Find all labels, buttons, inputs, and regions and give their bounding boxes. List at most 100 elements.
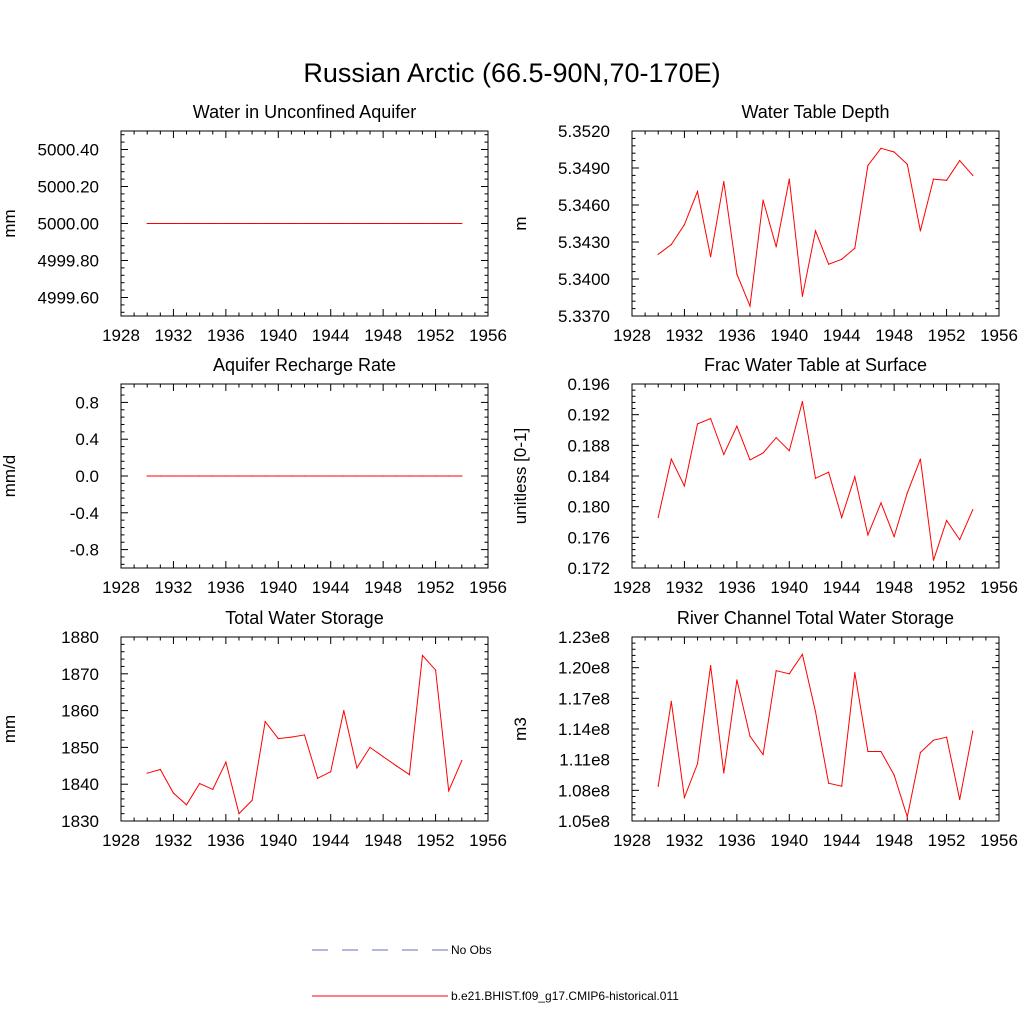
data-point [264, 721, 266, 723]
y-tick-label: 1880 [61, 628, 99, 647]
y-axis-label: mm [0, 209, 19, 237]
data-point [814, 477, 817, 479]
x-tick-label: 1936 [718, 831, 756, 850]
y-tick-label: 0.184 [567, 467, 610, 486]
data-point [762, 199, 764, 201]
data-point [277, 222, 279, 225]
data-point [317, 777, 319, 779]
data-point [723, 180, 725, 183]
data-point [277, 737, 279, 740]
data-point [277, 475, 279, 477]
x-tick-label: 1928 [613, 831, 651, 850]
data-point [172, 222, 175, 225]
y-tick-label: 0.4 [75, 430, 99, 449]
data-point [434, 222, 437, 225]
y-tick-label: -0.8 [70, 541, 99, 560]
data-point [945, 179, 948, 181]
x-tick-label: 1940 [259, 831, 297, 850]
x-tick-label: 1956 [469, 326, 507, 345]
data-point [867, 164, 869, 167]
x-tick-label: 1952 [928, 578, 966, 597]
data-point [212, 475, 214, 477]
data-point [369, 222, 371, 225]
data-point [199, 475, 201, 477]
data-point [854, 476, 856, 478]
data-point [841, 516, 843, 519]
y-tick-label: 5000.00 [38, 215, 99, 234]
data-point [696, 190, 699, 193]
y-axis-label: mm/d [0, 455, 19, 498]
data-point [461, 475, 463, 477]
x-tick-label: 1928 [102, 326, 140, 345]
data-point [395, 765, 397, 767]
data-point [146, 772, 148, 774]
data-point [317, 222, 319, 225]
data-point [762, 753, 764, 756]
chart-panel-tws: Total Water Storage 1928 1932 1936 1940 1944 1… [0, 608, 507, 850]
y-tick-label: 1.17e8 [558, 689, 610, 708]
x-tick-label: 1936 [207, 831, 245, 850]
y-tick-label: 1870 [61, 665, 99, 684]
data-point [670, 243, 672, 246]
x-tick-label: 1952 [417, 831, 455, 850]
data-point [264, 475, 266, 477]
x-tick-label: 1944 [312, 326, 350, 345]
data-point [172, 792, 175, 794]
data-point [251, 475, 253, 477]
data-point [434, 669, 437, 671]
data-point [972, 730, 974, 732]
data-point [854, 247, 856, 249]
legend: No Obs b.e21.BHIST.f09_g17.CMIP6-historic… [312, 943, 679, 1003]
y-tick-label: 5000.20 [38, 178, 99, 197]
data-point [330, 222, 332, 225]
y-axis-label: unitless [0-1] [511, 428, 530, 524]
data-point [199, 782, 201, 785]
data-point [199, 222, 201, 225]
x-tick-label: 1952 [928, 326, 966, 345]
data-point [696, 423, 699, 425]
x-tick-label: 1952 [417, 326, 455, 345]
x-tick-label: 1948 [875, 578, 913, 597]
data-point [749, 459, 751, 461]
data-point [893, 535, 895, 538]
data-point [814, 230, 817, 232]
panel-title: Water Table Depth [741, 102, 889, 122]
x-tick-label: 1932 [666, 831, 704, 850]
data-point [657, 785, 659, 787]
data-point [775, 437, 777, 439]
data-point [343, 710, 345, 712]
data-point [146, 222, 148, 225]
x-tick-label: 1932 [155, 831, 193, 850]
data-point [775, 246, 777, 248]
data-point [238, 222, 240, 225]
y-axis-label: mm [0, 715, 19, 743]
x-tick-label: 1944 [823, 831, 861, 850]
data-point [945, 519, 948, 522]
data-point [172, 475, 175, 477]
y-tick-label: 1.05e8 [558, 812, 610, 831]
data-point [880, 750, 882, 753]
panels-group: Water in Unconfined Aquifer 1928 1932 1936 1… [0, 102, 1018, 850]
data-point [421, 475, 424, 477]
plot-frame [631, 636, 1000, 822]
data-point [303, 222, 306, 225]
data-point [461, 222, 463, 225]
y-tick-label: 1840 [61, 775, 99, 794]
y-axis-label: m3 [511, 717, 530, 741]
data-point [788, 178, 790, 180]
data-point [972, 509, 974, 511]
x-tick-label: 1932 [666, 578, 704, 597]
data-point [159, 768, 161, 771]
data-point [814, 711, 817, 713]
data-point [330, 771, 332, 773]
x-tick-label: 1956 [469, 578, 507, 597]
data-point [421, 654, 424, 657]
data-point [749, 305, 751, 307]
data-point [356, 475, 358, 477]
data-point [854, 672, 856, 674]
data-point [762, 452, 764, 454]
x-tick-label: 1956 [980, 326, 1018, 345]
data-point [408, 475, 410, 477]
data-point [238, 475, 240, 477]
data-point [330, 475, 332, 477]
